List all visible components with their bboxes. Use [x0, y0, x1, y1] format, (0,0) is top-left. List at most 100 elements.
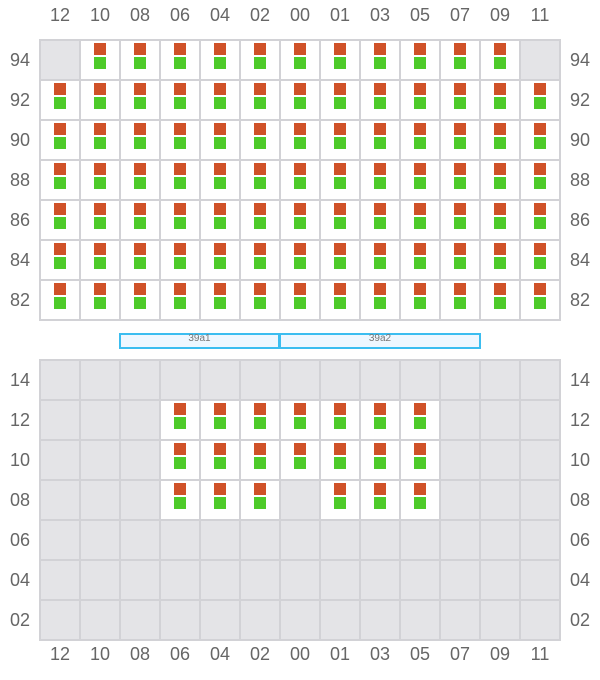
occupied-cell[interactable] [441, 241, 479, 279]
occupied-cell[interactable] [201, 401, 239, 439]
occupied-cell[interactable] [401, 121, 439, 159]
occupied-cell[interactable] [161, 241, 199, 279]
occupied-cell[interactable] [241, 201, 279, 239]
occupied-cell[interactable] [201, 201, 239, 239]
occupied-cell[interactable] [281, 121, 319, 159]
occupied-cell[interactable] [401, 81, 439, 119]
occupied-cell[interactable] [121, 241, 159, 279]
occupied-cell[interactable] [41, 281, 79, 319]
occupied-cell[interactable] [41, 121, 79, 159]
occupied-cell[interactable] [481, 201, 519, 239]
occupied-cell[interactable] [201, 161, 239, 199]
occupied-cell[interactable] [241, 241, 279, 279]
occupied-cell[interactable] [361, 121, 399, 159]
occupied-cell[interactable] [281, 201, 319, 239]
occupied-cell[interactable] [401, 161, 439, 199]
occupied-cell[interactable] [281, 401, 319, 439]
occupied-cell[interactable] [361, 81, 399, 119]
occupied-cell[interactable] [201, 441, 239, 479]
occupied-cell[interactable] [161, 41, 199, 79]
occupied-cell[interactable] [321, 401, 359, 439]
occupied-cell[interactable] [321, 241, 359, 279]
occupied-cell[interactable] [161, 481, 199, 519]
occupied-cell[interactable] [241, 401, 279, 439]
occupied-cell[interactable] [401, 401, 439, 439]
occupied-cell[interactable] [201, 81, 239, 119]
occupied-cell[interactable] [121, 161, 159, 199]
occupied-cell[interactable] [321, 481, 359, 519]
occupied-cell[interactable] [161, 441, 199, 479]
occupied-cell[interactable] [81, 241, 119, 279]
occupied-cell[interactable] [361, 241, 399, 279]
occupied-cell[interactable] [521, 281, 559, 319]
block-39a2[interactable]: 39a2 [279, 333, 481, 349]
occupied-cell[interactable] [201, 281, 239, 319]
occupied-cell[interactable] [321, 161, 359, 199]
occupied-cell[interactable] [241, 161, 279, 199]
occupied-cell[interactable] [281, 41, 319, 79]
occupied-cell[interactable] [201, 41, 239, 79]
occupied-cell[interactable] [361, 201, 399, 239]
occupied-cell[interactable] [361, 41, 399, 79]
occupied-cell[interactable] [481, 241, 519, 279]
occupied-cell[interactable] [361, 281, 399, 319]
occupied-cell[interactable] [81, 41, 119, 79]
occupied-cell[interactable] [481, 81, 519, 119]
occupied-cell[interactable] [121, 281, 159, 319]
occupied-cell[interactable] [81, 281, 119, 319]
occupied-cell[interactable] [201, 241, 239, 279]
occupied-cell[interactable] [521, 81, 559, 119]
occupied-cell[interactable] [161, 201, 199, 239]
occupied-cell[interactable] [521, 161, 559, 199]
occupied-cell[interactable] [241, 441, 279, 479]
occupied-cell[interactable] [241, 281, 279, 319]
occupied-cell[interactable] [401, 41, 439, 79]
block-39a1[interactable]: 39a1 [119, 333, 280, 349]
occupied-cell[interactable] [241, 41, 279, 79]
occupied-cell[interactable] [361, 481, 399, 519]
occupied-cell[interactable] [481, 281, 519, 319]
occupied-cell[interactable] [321, 201, 359, 239]
occupied-cell[interactable] [521, 201, 559, 239]
occupied-cell[interactable] [121, 81, 159, 119]
occupied-cell[interactable] [441, 201, 479, 239]
occupied-cell[interactable] [321, 121, 359, 159]
occupied-cell[interactable] [441, 281, 479, 319]
occupied-cell[interactable] [81, 201, 119, 239]
occupied-cell[interactable] [201, 121, 239, 159]
occupied-cell[interactable] [241, 121, 279, 159]
occupied-cell[interactable] [321, 281, 359, 319]
occupied-cell[interactable] [441, 81, 479, 119]
occupied-cell[interactable] [361, 401, 399, 439]
occupied-cell[interactable] [41, 161, 79, 199]
occupied-cell[interactable] [521, 241, 559, 279]
occupied-cell[interactable] [281, 281, 319, 319]
occupied-cell[interactable] [121, 121, 159, 159]
occupied-cell[interactable] [161, 401, 199, 439]
occupied-cell[interactable] [401, 481, 439, 519]
occupied-cell[interactable] [361, 161, 399, 199]
occupied-cell[interactable] [241, 481, 279, 519]
occupied-cell[interactable] [481, 121, 519, 159]
occupied-cell[interactable] [241, 81, 279, 119]
occupied-cell[interactable] [41, 241, 79, 279]
occupied-cell[interactable] [321, 41, 359, 79]
occupied-cell[interactable] [281, 161, 319, 199]
occupied-cell[interactable] [401, 441, 439, 479]
occupied-cell[interactable] [121, 41, 159, 79]
occupied-cell[interactable] [161, 81, 199, 119]
occupied-cell[interactable] [121, 201, 159, 239]
occupied-cell[interactable] [41, 201, 79, 239]
occupied-cell[interactable] [521, 121, 559, 159]
occupied-cell[interactable] [361, 441, 399, 479]
occupied-cell[interactable] [401, 241, 439, 279]
occupied-cell[interactable] [161, 121, 199, 159]
occupied-cell[interactable] [81, 121, 119, 159]
occupied-cell[interactable] [81, 161, 119, 199]
occupied-cell[interactable] [481, 161, 519, 199]
occupied-cell[interactable] [161, 161, 199, 199]
occupied-cell[interactable] [81, 81, 119, 119]
occupied-cell[interactable] [281, 441, 319, 479]
occupied-cell[interactable] [201, 481, 239, 519]
occupied-cell[interactable] [441, 41, 479, 79]
